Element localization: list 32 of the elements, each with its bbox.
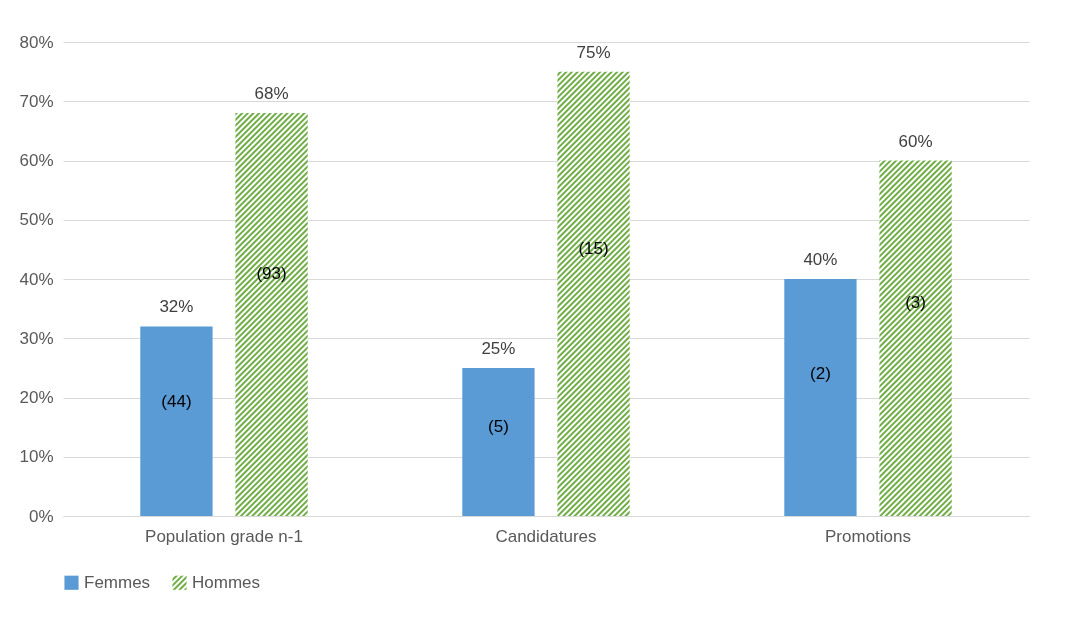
legend-label: Hommes (192, 572, 261, 592)
annotation: (3) (905, 292, 926, 312)
data-label: 25% (481, 338, 516, 358)
data-label: 40% (803, 250, 838, 269)
data-label: 60% (898, 131, 933, 151)
y-tick-label: 30% (19, 328, 54, 348)
bar (557, 71, 630, 516)
legend-label: Femmes (84, 572, 151, 592)
bar (235, 113, 308, 516)
bar (140, 326, 213, 516)
y-tick-label: 60% (19, 151, 54, 170)
y-tick-label: 10% (19, 447, 54, 467)
annotation: (2) (810, 363, 831, 383)
bar (462, 367, 535, 516)
y-tick-label: 40% (19, 269, 54, 289)
bar (784, 279, 857, 516)
y-tick-label: 20% (19, 388, 54, 407)
y-tick-label: 0% (28, 506, 54, 526)
bar (879, 160, 952, 516)
y-tick-label: 70% (19, 91, 54, 111)
annotation: (44) (161, 392, 192, 412)
x-tick-label: Candidatures (495, 526, 597, 546)
annotation: (93) (256, 264, 287, 284)
y-tick-label: 80% (19, 32, 54, 52)
x-tick-label: Promotions (825, 526, 911, 546)
annotation: (15) (578, 239, 609, 259)
data-label: 68% (254, 84, 289, 104)
y-tick-label: 50% (19, 210, 54, 230)
x-tick-label: Population grade n-1 (145, 526, 303, 546)
data-label: 32% (159, 297, 194, 317)
data-label: 75% (576, 42, 611, 62)
annotation: (5) (488, 417, 509, 437)
